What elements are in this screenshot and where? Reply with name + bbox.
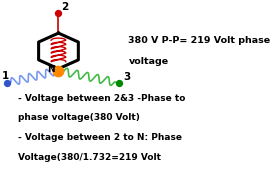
Text: 1: 1 — [2, 71, 9, 81]
Point — [117, 82, 122, 84]
Text: phase voltage(380 Volt): phase voltage(380 Volt) — [18, 113, 140, 122]
Text: - Voltage between 2 to N: Phase: - Voltage between 2 to N: Phase — [18, 133, 182, 142]
Text: Voltage(380/1.732=219 Volt: Voltage(380/1.732=219 Volt — [18, 153, 161, 162]
Point — [56, 11, 61, 14]
Point — [56, 69, 61, 72]
Text: - Voltage between 2&3 -Phase to: - Voltage between 2&3 -Phase to — [18, 94, 186, 103]
Point — [5, 82, 9, 84]
Text: N: N — [47, 65, 55, 74]
Text: voltage: voltage — [129, 57, 168, 66]
Text: 2: 2 — [61, 2, 68, 12]
Text: 3: 3 — [123, 72, 130, 82]
Text: 380 V P-P= 219 Volt phase: 380 V P-P= 219 Volt phase — [129, 36, 271, 45]
